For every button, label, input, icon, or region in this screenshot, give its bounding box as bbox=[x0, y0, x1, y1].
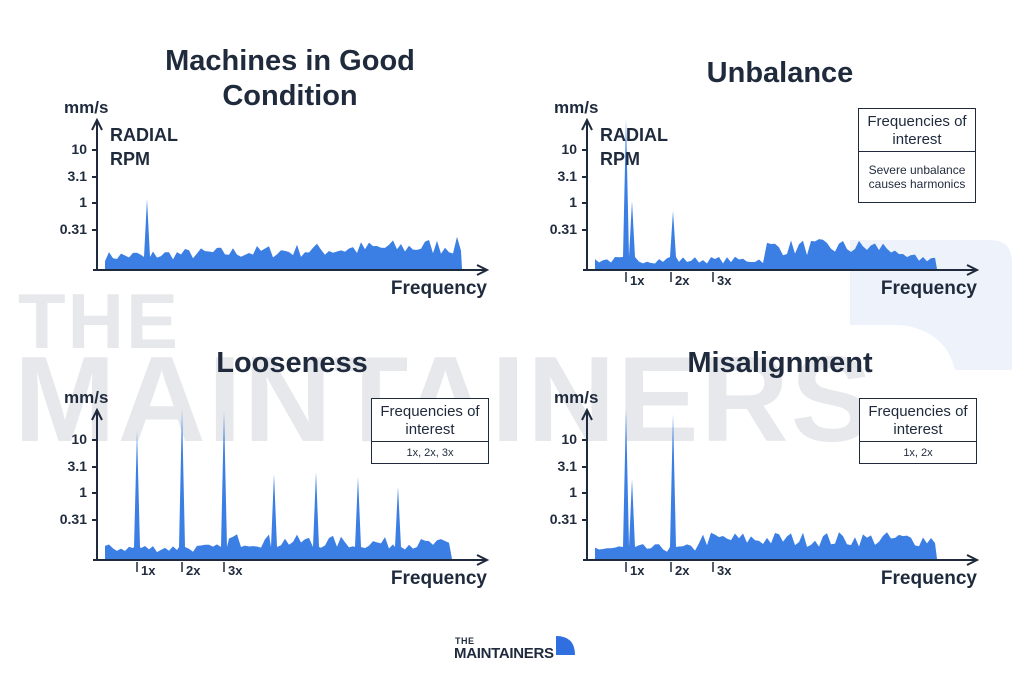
y-tick-label: 0.31 bbox=[59, 511, 87, 527]
y-tick-label: 1 bbox=[569, 194, 577, 210]
annotation: RPM bbox=[110, 149, 150, 169]
harmonic-label: 1x bbox=[630, 273, 645, 288]
y-tick-label: 0.31 bbox=[549, 221, 577, 237]
legend-body: 1x, 2x bbox=[859, 441, 977, 464]
harmonic-label: 1x bbox=[630, 563, 645, 578]
panel-title: Misalignment bbox=[687, 347, 873, 379]
watermark: THE bbox=[18, 277, 180, 365]
y-arrow bbox=[91, 117, 103, 131]
harmonic-label: 3x bbox=[717, 563, 732, 578]
panel-title: Unbalance bbox=[706, 57, 854, 89]
footer-logo: MAINTAINERS bbox=[454, 645, 554, 662]
harmonic-label: 3x bbox=[717, 273, 732, 288]
x-arrow bbox=[966, 554, 980, 566]
y-arrow bbox=[581, 407, 593, 421]
legend-body: 1x, 2x, 3x bbox=[371, 441, 489, 464]
y-tick-label: 3.1 bbox=[67, 168, 87, 184]
harmonic-label: 2x bbox=[675, 563, 690, 578]
x-axis-label: Frequency bbox=[390, 278, 487, 299]
panel-title: Looseness bbox=[216, 347, 368, 379]
x-arrow bbox=[966, 264, 980, 276]
y-tick-label: 3.1 bbox=[557, 168, 577, 184]
harmonic-label: 1x bbox=[141, 563, 156, 578]
legend-header: Frequencies of interest bbox=[859, 398, 977, 443]
footer-logo: THE bbox=[455, 636, 475, 646]
y-tick-label: 1 bbox=[79, 194, 87, 210]
x-axis-label: Frequency bbox=[880, 568, 977, 589]
annotation: RADIAL bbox=[600, 125, 668, 145]
harmonic-label: 3x bbox=[228, 563, 243, 578]
x-arrow bbox=[476, 264, 490, 276]
y-tick-label: 3.1 bbox=[557, 458, 577, 474]
spectrum bbox=[105, 199, 462, 269]
harmonic-label: 2x bbox=[186, 563, 201, 578]
y-tick-label: 1 bbox=[79, 484, 87, 500]
y-tick-label: 10 bbox=[561, 431, 577, 447]
harmonic-label: 2x bbox=[675, 273, 690, 288]
legend-header: Frequencies of interest bbox=[858, 108, 976, 153]
y-unit: mm/s bbox=[64, 98, 109, 117]
annotation: RADIAL bbox=[110, 125, 178, 145]
spectrum bbox=[595, 119, 937, 269]
y-arrow bbox=[91, 407, 103, 421]
y-tick-label: 10 bbox=[71, 431, 87, 447]
y-tick-label: 10 bbox=[71, 141, 87, 157]
spectrum bbox=[595, 409, 937, 559]
y-tick-label: 10 bbox=[561, 141, 577, 157]
legend-body: Severe unbalance causes harmonics bbox=[858, 151, 976, 203]
panel-title: Machines in Good Condition bbox=[165, 45, 415, 112]
x-axis-label: Frequency bbox=[880, 278, 977, 299]
y-unit: mm/s bbox=[554, 98, 599, 117]
y-tick-label: 3.1 bbox=[67, 458, 87, 474]
y-tick-label: 1 bbox=[569, 484, 577, 500]
spectrum bbox=[105, 409, 452, 559]
x-arrow bbox=[476, 554, 490, 566]
annotation: RPM bbox=[600, 149, 640, 169]
y-arrow bbox=[581, 117, 593, 131]
legend-header: Frequencies of interest bbox=[371, 398, 489, 443]
y-unit: mm/s bbox=[64, 388, 109, 407]
y-tick-label: 0.31 bbox=[549, 511, 577, 527]
x-axis-label: Frequency bbox=[390, 568, 487, 589]
y-unit: mm/s bbox=[554, 388, 599, 407]
y-tick-label: 0.31 bbox=[59, 221, 87, 237]
logo-shape bbox=[556, 636, 575, 655]
